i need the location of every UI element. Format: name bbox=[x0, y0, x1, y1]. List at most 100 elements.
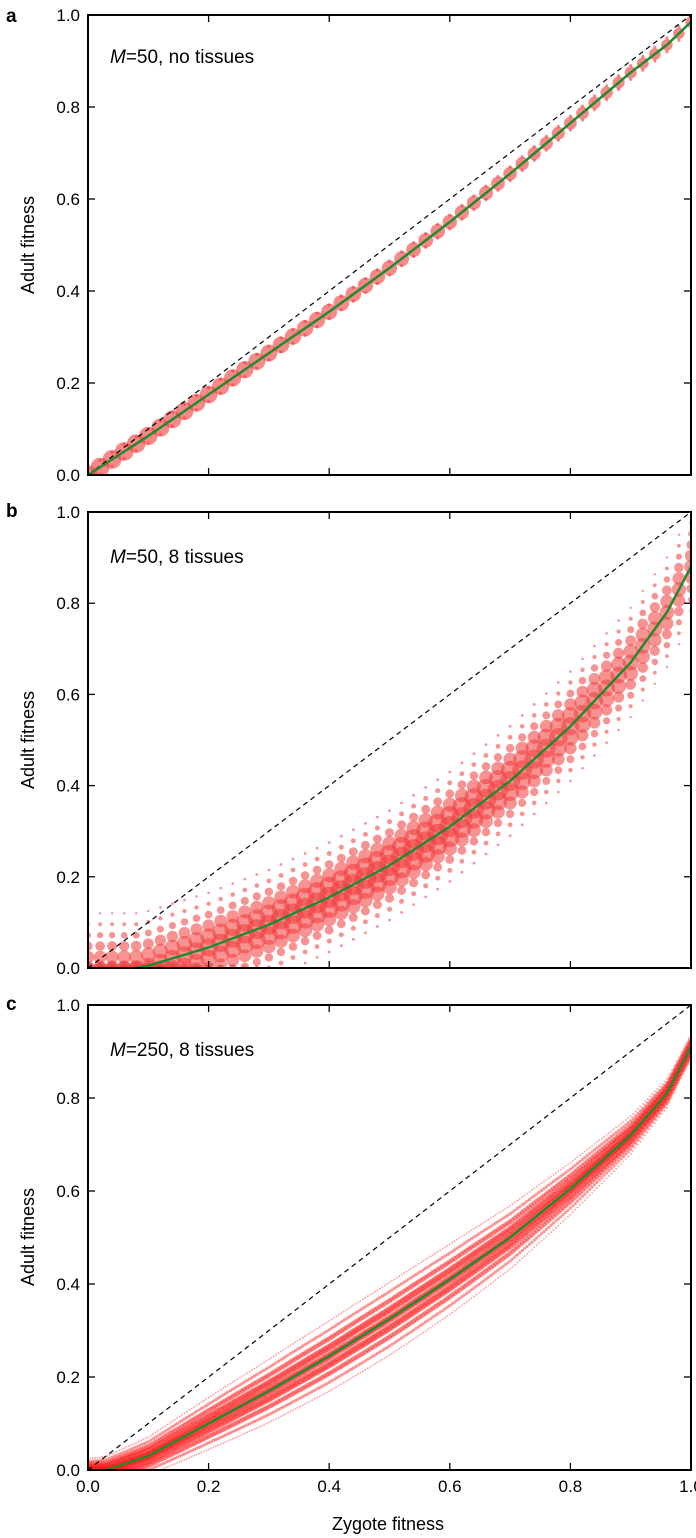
scatter-point bbox=[546, 1217, 552, 1223]
scatter-point bbox=[190, 1433, 198, 1441]
scatter-point bbox=[492, 1235, 500, 1243]
scatter-point bbox=[535, 1217, 543, 1225]
scatter-point bbox=[684, 549, 691, 562]
scatter-point bbox=[661, 1100, 668, 1106]
scatter-point bbox=[590, 1150, 594, 1154]
scatter-point bbox=[544, 1227, 548, 1232]
scatter-point bbox=[509, 1205, 511, 1207]
scatter-point bbox=[481, 762, 491, 771]
scatter-point bbox=[619, 1127, 623, 1131]
scatter-point bbox=[323, 1392, 326, 1395]
scatter-point bbox=[301, 1395, 305, 1399]
scatter-point bbox=[225, 1396, 231, 1402]
scatter-point bbox=[590, 729, 599, 738]
scatter-point bbox=[184, 1444, 190, 1450]
scatter-point bbox=[460, 1257, 468, 1265]
scatter-point bbox=[552, 1189, 560, 1198]
scatter-point bbox=[390, 1303, 398, 1311]
scatter-point bbox=[538, 1242, 540, 1244]
scatter-point bbox=[165, 1453, 171, 1459]
scatter-point bbox=[316, 1349, 324, 1357]
scatter-point bbox=[557, 1186, 565, 1194]
scatter-point bbox=[182, 1417, 187, 1421]
scatter-point bbox=[226, 1401, 234, 1409]
scatter-point bbox=[532, 1194, 536, 1198]
scatter-point bbox=[480, 1260, 488, 1268]
scatter-point bbox=[460, 761, 464, 765]
scatter-point bbox=[426, 1265, 430, 1269]
scatter-point bbox=[182, 908, 187, 914]
scatter-point bbox=[291, 1350, 295, 1354]
scatter-point bbox=[158, 916, 163, 921]
scatter-point bbox=[502, 1254, 508, 1260]
scatter-point bbox=[161, 1431, 165, 1435]
scatter-point bbox=[407, 1277, 411, 1281]
scatter-point bbox=[226, 1432, 230, 1436]
scatter-point bbox=[344, 1317, 348, 1321]
scatter-point bbox=[562, 1167, 565, 1169]
scatter-point bbox=[556, 124, 560, 128]
scatter-point bbox=[161, 1438, 169, 1446]
scatter-point bbox=[400, 250, 404, 254]
scatter-point bbox=[267, 344, 271, 348]
scatter-point bbox=[230, 892, 235, 897]
scatter-point bbox=[674, 1082, 679, 1087]
scatter-point bbox=[279, 1370, 287, 1378]
scatter-point bbox=[259, 1376, 265, 1382]
scatter-point bbox=[279, 863, 283, 866]
scatter-point bbox=[88, 950, 95, 964]
scatter-point bbox=[436, 1259, 440, 1263]
scatter-point bbox=[238, 1409, 246, 1417]
scatter-point bbox=[524, 1206, 530, 1212]
scatter-point bbox=[302, 949, 308, 955]
scatter-point bbox=[144, 1441, 148, 1445]
scatter-point bbox=[418, 1277, 424, 1283]
scatter-point bbox=[294, 1362, 302, 1370]
scatter-point bbox=[122, 922, 127, 927]
scatter-point bbox=[307, 1347, 313, 1353]
scatter-point bbox=[549, 1181, 553, 1185]
scatter-point bbox=[368, 1302, 372, 1306]
scatter-point bbox=[356, 1309, 360, 1313]
scatter-point bbox=[257, 1371, 261, 1375]
scatter-point bbox=[424, 231, 428, 236]
scatter-point bbox=[463, 1234, 466, 1236]
scatter-point bbox=[194, 905, 199, 910]
scatter-point bbox=[448, 880, 452, 883]
scatter-point bbox=[298, 1346, 302, 1350]
scatter-point bbox=[569, 779, 572, 783]
scatter-point bbox=[250, 1387, 258, 1395]
scatter-point bbox=[620, 1148, 627, 1155]
scatter-point bbox=[274, 1361, 278, 1365]
scatter-point bbox=[564, 1171, 568, 1175]
scatter-point bbox=[318, 1365, 326, 1373]
scatter-point bbox=[568, 1206, 573, 1210]
scatter-point bbox=[335, 1355, 343, 1363]
scatter-point bbox=[422, 1331, 425, 1334]
scatter-point bbox=[598, 1151, 606, 1159]
scatter-point bbox=[629, 1115, 632, 1118]
scatter-point bbox=[306, 1355, 314, 1363]
scatter-point bbox=[410, 1308, 418, 1316]
scatter-point bbox=[288, 876, 298, 886]
scatter-point bbox=[313, 1388, 317, 1392]
scatter-point bbox=[531, 1200, 537, 1206]
scatter-point bbox=[600, 1176, 604, 1180]
scatter-point bbox=[221, 1417, 230, 1425]
annotation-rest-b: =50, 8 tissues bbox=[126, 547, 244, 568]
scatter-point bbox=[301, 1358, 309, 1366]
scatter-point bbox=[412, 241, 416, 245]
scatter-point bbox=[186, 1419, 192, 1425]
scatter-point bbox=[231, 1430, 235, 1434]
scatter-point bbox=[398, 1298, 406, 1306]
scatter-point bbox=[105, 1457, 109, 1461]
scatter-point bbox=[188, 1435, 196, 1443]
scatter-point bbox=[262, 1368, 266, 1372]
scatter-point bbox=[330, 1318, 333, 1321]
scatter-point bbox=[585, 1154, 589, 1158]
scatter-point bbox=[566, 1178, 575, 1186]
scatter-point bbox=[299, 1405, 302, 1408]
scatter-point bbox=[472, 1265, 480, 1273]
scatter-point bbox=[597, 1178, 601, 1182]
scatter-point bbox=[179, 1446, 185, 1452]
